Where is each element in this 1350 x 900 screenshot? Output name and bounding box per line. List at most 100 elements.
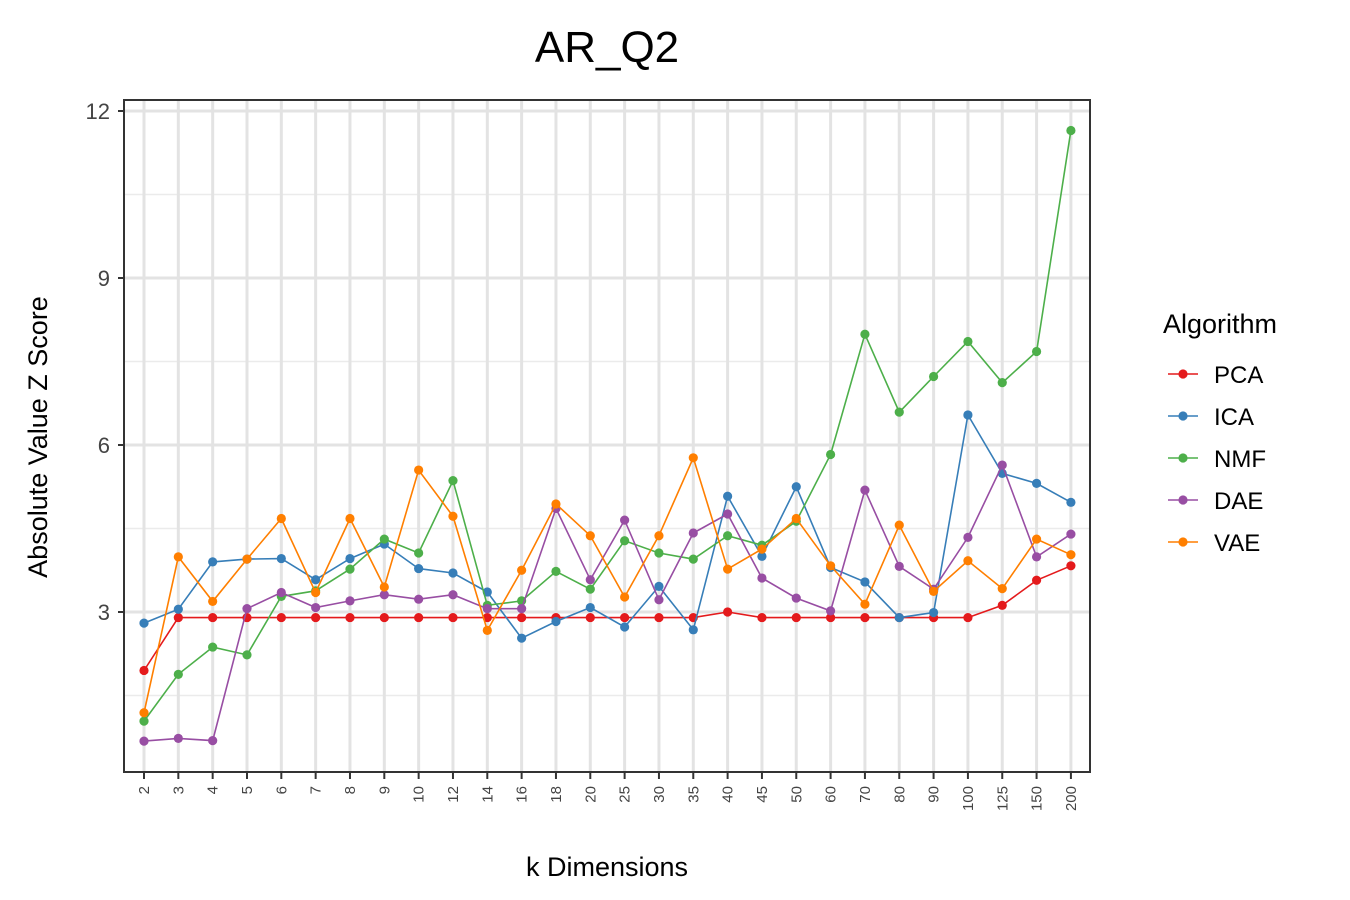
series-nmf — [139, 125, 1076, 726]
x-tick-label: 7 — [308, 786, 325, 794]
data-point-dae — [448, 590, 458, 600]
data-point-dae — [414, 594, 424, 604]
x-tick-label: 25 — [617, 786, 634, 803]
data-point-ica — [1066, 497, 1076, 507]
legend-item-ica: ICA — [1168, 404, 1254, 431]
data-point-nmf — [551, 566, 561, 576]
data-point-nmf — [379, 534, 389, 544]
data-point-dae — [1031, 552, 1042, 562]
data-point-pca — [757, 612, 767, 623]
data-point-vae — [620, 592, 630, 602]
data-point-vae — [963, 556, 973, 566]
data-point-pca — [963, 612, 973, 623]
series-dae — [139, 460, 1076, 746]
data-point-nmf — [997, 378, 1007, 388]
data-point-nmf — [688, 554, 698, 564]
data-point-ica — [1031, 478, 1042, 489]
data-point-vae — [379, 582, 389, 592]
data-point-ica — [585, 602, 595, 613]
data-point-dae — [894, 561, 904, 571]
x-tick-label: 5 — [239, 786, 256, 794]
data-point-pca — [276, 612, 286, 623]
series-line-vae — [143, 455, 1072, 713]
x-tick-label: 150 — [1029, 786, 1046, 811]
data-point-nmf — [414, 548, 424, 558]
x-tick-label: 6 — [273, 786, 290, 794]
chart-title: AR_Q2 — [535, 23, 679, 72]
x-tick-label: 70 — [857, 786, 874, 803]
legend-key-point — [1178, 453, 1188, 463]
x-tick-label: 45 — [754, 786, 771, 803]
data-point-nmf — [963, 336, 973, 347]
data-point-dae — [688, 528, 698, 538]
data-point-vae — [654, 531, 664, 541]
data-point-nmf — [585, 584, 595, 594]
data-point-ica — [276, 553, 286, 564]
x-tick-label: 16 — [514, 786, 531, 803]
x-tick-label: 35 — [685, 786, 702, 803]
data-point-pca — [208, 612, 218, 623]
data-point-ica — [414, 563, 424, 574]
data-point-ica — [620, 622, 630, 632]
x-tick-label: 18 — [548, 786, 565, 803]
data-point-pca — [414, 612, 424, 623]
x-tick-label: 20 — [582, 786, 599, 803]
y-tick-label: 9 — [98, 266, 110, 291]
data-point-dae — [791, 593, 801, 603]
data-point-ica — [894, 612, 904, 623]
data-point-nmf — [345, 564, 355, 574]
x-tick-label: 90 — [926, 786, 943, 803]
data-point-vae — [311, 587, 321, 598]
legend-label: DAE — [1214, 488, 1263, 515]
data-point-ica — [448, 568, 458, 578]
data-point-vae — [723, 564, 733, 574]
data-point-vae — [894, 520, 904, 530]
x-tick-label: 30 — [651, 786, 668, 803]
data-point-dae — [345, 596, 355, 606]
data-point-pca — [997, 600, 1007, 610]
plot-border — [123, 99, 1091, 773]
legend-key-point — [1178, 369, 1188, 379]
data-point-dae — [139, 736, 149, 746]
y-tick-label: 3 — [98, 600, 110, 625]
data-point-nmf — [894, 407, 904, 417]
data-point-pca — [1066, 561, 1076, 571]
y-tick-label: 12 — [86, 99, 110, 124]
data-point-vae — [585, 531, 595, 541]
data-point-vae — [345, 513, 355, 524]
legend-label: NMF — [1214, 446, 1266, 473]
x-tick-label: 2 — [136, 786, 153, 794]
data-point-dae — [585, 575, 595, 585]
x-tick-label: 10 — [411, 786, 428, 803]
data-point-ica — [688, 625, 698, 635]
data-point-ica — [345, 553, 355, 564]
data-point-dae — [379, 590, 389, 600]
data-point-vae — [1031, 534, 1042, 544]
legend-key-point — [1178, 537, 1188, 547]
data-point-ica — [654, 581, 664, 591]
data-point-vae — [1066, 550, 1076, 560]
data-point-ica — [928, 607, 939, 618]
x-tick-label: 60 — [823, 786, 840, 803]
data-point-pca — [345, 612, 355, 623]
data-point-ica — [963, 410, 973, 420]
data-point-pca — [826, 612, 836, 623]
series-line-ica — [143, 412, 1072, 640]
data-point-nmf — [448, 476, 458, 486]
series-line-dae — [143, 462, 1072, 742]
data-point-pca — [139, 665, 149, 676]
data-point-dae — [208, 735, 218, 746]
data-point-ica — [723, 491, 733, 501]
data-point-pca — [448, 612, 458, 623]
data-point-dae — [517, 604, 527, 614]
data-point-pca — [723, 607, 733, 617]
data-point-vae — [688, 453, 698, 463]
data-point-dae — [242, 604, 252, 614]
data-point-vae — [173, 552, 183, 562]
series-vae — [139, 453, 1076, 718]
data-point-ica — [311, 575, 321, 585]
data-point-vae — [414, 465, 424, 475]
